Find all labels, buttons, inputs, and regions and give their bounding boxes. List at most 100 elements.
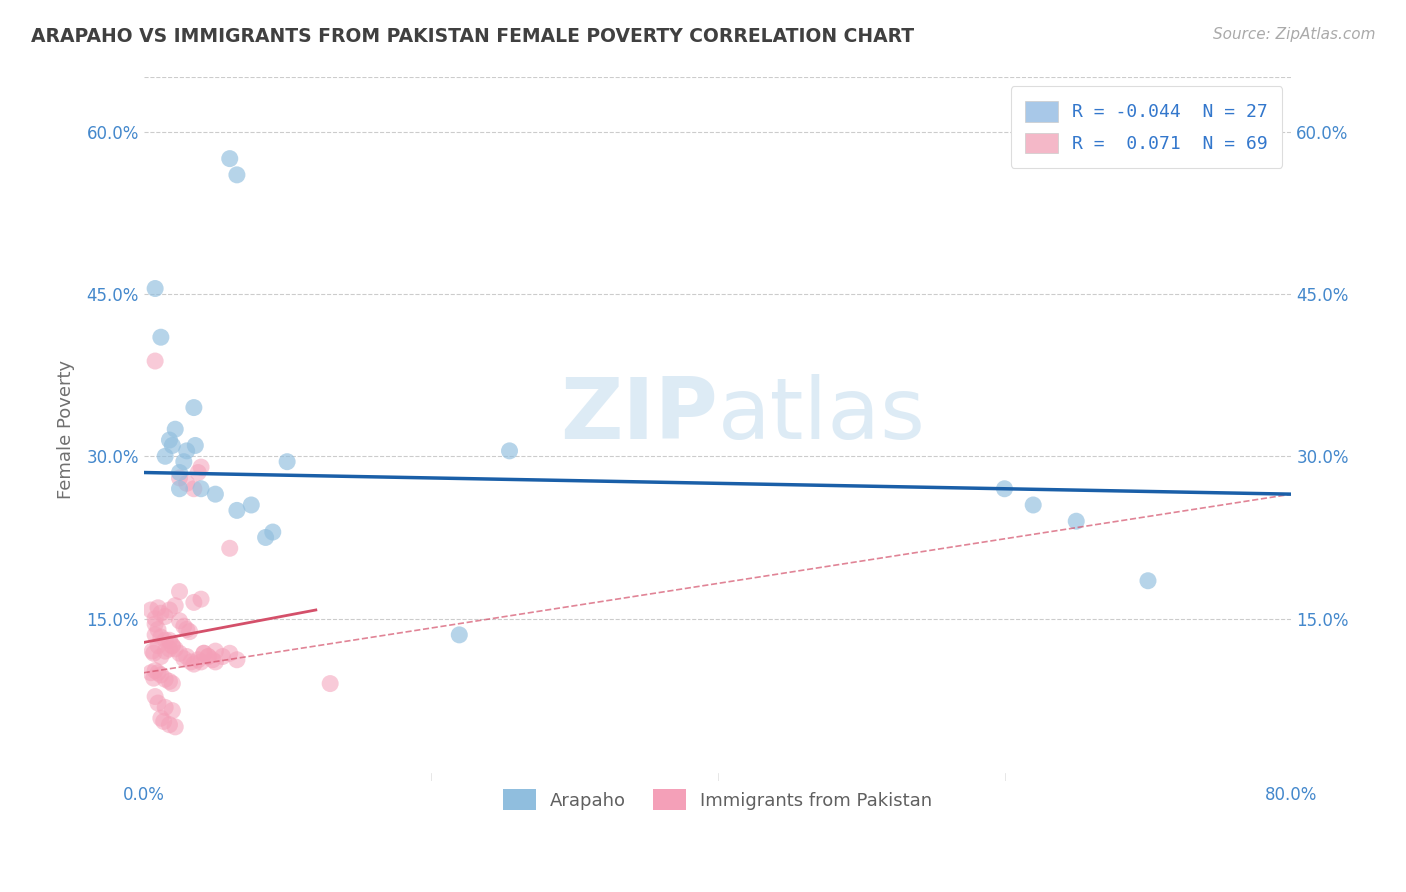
Point	[262, 524, 284, 539]
Point	[183, 657, 205, 672]
Point	[204, 655, 226, 669]
Point	[173, 619, 195, 633]
Point	[149, 649, 172, 664]
Point	[146, 665, 169, 680]
Point	[993, 482, 1015, 496]
Point	[193, 646, 215, 660]
Point	[449, 628, 471, 642]
Text: ZIP: ZIP	[560, 374, 717, 457]
Point	[146, 639, 169, 653]
Point	[176, 623, 198, 637]
Point	[197, 649, 219, 664]
Point	[211, 649, 233, 664]
Text: ARAPAHO VS IMMIGRANTS FROM PAKISTAN FEMALE POVERTY CORRELATION CHART: ARAPAHO VS IMMIGRANTS FROM PAKISTAN FEMA…	[31, 27, 914, 45]
Point	[159, 603, 181, 617]
Point	[159, 674, 181, 689]
Point	[193, 646, 215, 660]
Point	[159, 633, 181, 648]
Point	[169, 584, 191, 599]
Point	[319, 676, 342, 690]
Point	[169, 482, 191, 496]
Point	[218, 646, 240, 660]
Point	[153, 633, 176, 648]
Point	[143, 354, 166, 368]
Point	[149, 711, 172, 725]
Point	[187, 653, 209, 667]
Point	[187, 466, 209, 480]
Point	[190, 460, 212, 475]
Point	[143, 617, 166, 632]
Point	[162, 704, 184, 718]
Legend: Arapaho, Immigrants from Pakistan: Arapaho, Immigrants from Pakistan	[488, 775, 946, 825]
Point	[165, 599, 187, 613]
Text: atlas: atlas	[717, 374, 925, 457]
Point	[159, 433, 181, 447]
Point	[169, 471, 191, 485]
Point	[162, 639, 184, 653]
Point	[176, 443, 198, 458]
Point	[184, 438, 207, 452]
Point	[139, 665, 162, 680]
Point	[143, 612, 166, 626]
Point	[142, 646, 165, 660]
Point	[183, 595, 205, 609]
Point	[1136, 574, 1159, 588]
Point	[143, 690, 166, 704]
Point	[162, 438, 184, 452]
Point	[142, 671, 165, 685]
Point	[149, 630, 172, 644]
Point	[190, 655, 212, 669]
Y-axis label: Female Poverty: Female Poverty	[58, 359, 75, 499]
Point	[169, 466, 191, 480]
Point	[190, 482, 212, 496]
Point	[204, 644, 226, 658]
Point	[240, 498, 263, 512]
Point	[149, 606, 172, 620]
Point	[173, 651, 195, 665]
Point	[149, 330, 172, 344]
Point	[153, 450, 176, 464]
Point	[218, 152, 240, 166]
Point	[180, 655, 202, 669]
Point	[143, 281, 166, 295]
Point	[190, 592, 212, 607]
Point	[173, 455, 195, 469]
Point	[498, 443, 520, 458]
Point	[254, 531, 277, 545]
Point	[183, 401, 205, 415]
Point	[162, 676, 184, 690]
Point	[143, 628, 166, 642]
Point	[176, 476, 198, 491]
Point	[276, 455, 298, 469]
Point	[165, 422, 187, 436]
Point	[153, 700, 176, 714]
Point	[153, 609, 176, 624]
Point	[141, 644, 163, 658]
Point	[153, 672, 176, 686]
Point	[226, 503, 249, 517]
Point	[139, 603, 162, 617]
Point	[153, 644, 176, 658]
Point	[159, 642, 181, 657]
Point	[165, 642, 187, 657]
Point	[1022, 498, 1045, 512]
Point	[183, 482, 205, 496]
Text: Source: ZipAtlas.com: Source: ZipAtlas.com	[1212, 27, 1375, 42]
Point	[146, 623, 169, 637]
Point	[226, 653, 249, 667]
Point	[197, 649, 219, 664]
Point	[169, 614, 191, 628]
Point	[218, 541, 240, 556]
Point	[149, 668, 172, 682]
Point	[226, 168, 249, 182]
Point	[165, 720, 187, 734]
Point	[143, 664, 166, 678]
Point	[146, 696, 169, 710]
Point	[146, 600, 169, 615]
Point	[201, 653, 224, 667]
Point	[1064, 514, 1087, 528]
Point	[179, 624, 201, 639]
Point	[152, 714, 174, 729]
Point	[162, 639, 184, 653]
Point	[159, 717, 181, 731]
